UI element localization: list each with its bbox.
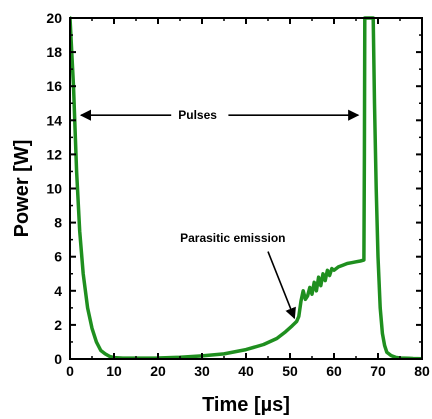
annotation-arrow bbox=[267, 251, 296, 320]
x-axis-title: Time [µs] bbox=[202, 394, 290, 416]
x-tick-label: 30 bbox=[194, 363, 210, 379]
x-tick-label: 20 bbox=[150, 363, 166, 379]
y-tick-label: 18 bbox=[46, 44, 62, 60]
x-tick-label: 50 bbox=[282, 363, 298, 379]
y-tick-label: 20 bbox=[46, 10, 62, 26]
x-tick-label: 60 bbox=[326, 363, 342, 379]
annotation-text-0: Pulses bbox=[178, 108, 217, 122]
series-line-0 bbox=[70, 16, 422, 359]
x-tick-label: 40 bbox=[238, 363, 254, 379]
y-tick-label: 8 bbox=[54, 215, 62, 231]
y-tick-label: 14 bbox=[46, 112, 62, 128]
y-tick-label: 12 bbox=[46, 146, 62, 162]
x-tick-label: 80 bbox=[414, 363, 430, 379]
y-tick-label: 10 bbox=[46, 181, 62, 197]
annotation-text-1: Parasitic emission bbox=[180, 231, 285, 245]
x-tick-label: 10 bbox=[106, 363, 122, 379]
y-tick-label: 0 bbox=[54, 351, 62, 367]
x-tick-label: 0 bbox=[66, 363, 74, 379]
x-tick-label: 70 bbox=[370, 363, 386, 379]
y-tick-label: 16 bbox=[46, 78, 62, 94]
y-tick-label: 6 bbox=[54, 249, 62, 265]
annotations: Pulses Parasitic emission bbox=[79, 108, 360, 320]
axes: 0 10 20 30 40 50 60 70 80 0 2 4 6 8 10 12 14 16 18 20 bbox=[46, 10, 430, 379]
y-tick-label: 4 bbox=[54, 283, 62, 299]
y-tick-label: 2 bbox=[54, 317, 62, 333]
plot-area bbox=[70, 16, 422, 359]
plot-frame bbox=[69, 17, 423, 360]
y-axis-title: Power [W] bbox=[11, 140, 33, 238]
